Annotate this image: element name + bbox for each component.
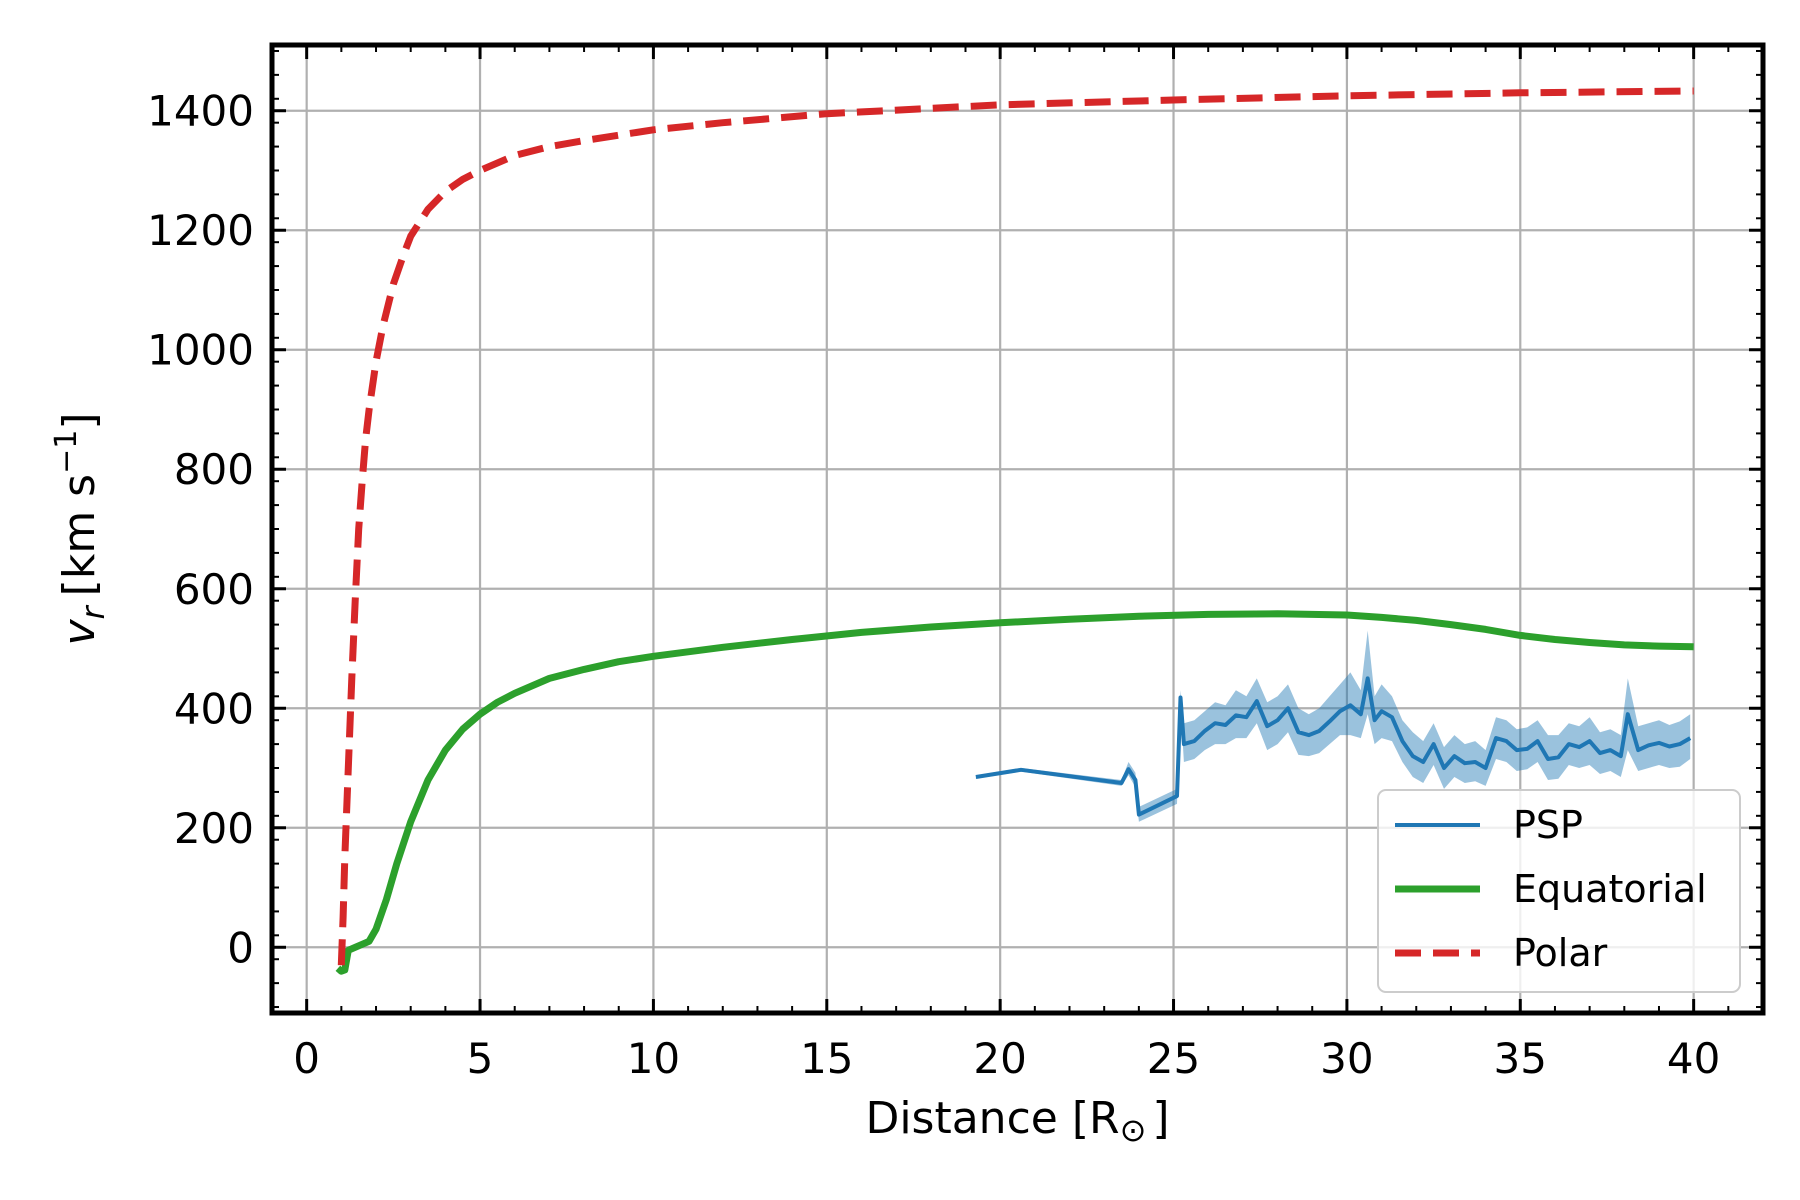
x-tick-label: 25 [1147,1034,1200,1083]
y-tick-label: 1200 [147,206,254,255]
x-tick-label: 0 [293,1034,320,1083]
y-tick-label: 200 [174,804,254,853]
x-tick-label: 10 [627,1034,680,1083]
y-axis-label: vr[km s−1] [49,412,112,645]
series-lines [335,87,1694,975]
x-tick-label: 5 [467,1034,494,1083]
x-tick-label: 20 [973,1034,1026,1083]
equatorial-series-line [335,610,1694,975]
psp-uncertainty-band [975,630,1691,822]
x-tick-label: 30 [1320,1034,1373,1083]
legend-label-polar: Polar [1513,931,1608,975]
y-tick-label: 400 [174,684,254,733]
y-tick-label: 0 [227,923,254,972]
y-tick-label: 1000 [147,326,254,375]
x-tick-label: 40 [1667,1034,1720,1083]
legend-box [1377,789,1741,993]
psp-series-line [975,676,1692,817]
legend-label-psp: PSP [1513,803,1583,847]
polar-series-line [337,87,1694,966]
grid [272,45,1763,1013]
legend: PSP Equatorial Polar [1377,789,1741,993]
x-axis-label: Distance [R⊙] [865,1093,1169,1149]
y-tick-label: 600 [174,565,254,614]
x-tick-label: 15 [800,1034,853,1083]
y-tick-label: 1400 [147,87,254,136]
y-tick-label: 800 [174,445,254,494]
legend-label-equatorial: Equatorial [1513,867,1707,911]
axis-ticks [271,45,1764,1013]
psp-band [975,630,1691,822]
tick-labels: 0 5 10 15 20 25 30 35 40020040060080010001200140… [147,87,1720,1083]
x-tick-label: 35 [1494,1034,1547,1083]
